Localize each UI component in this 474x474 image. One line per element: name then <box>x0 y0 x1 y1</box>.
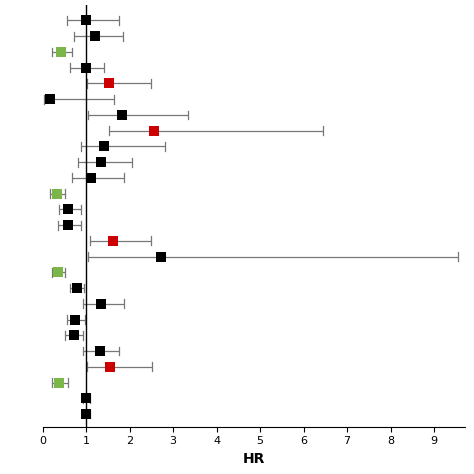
X-axis label: HR: HR <box>242 452 265 466</box>
